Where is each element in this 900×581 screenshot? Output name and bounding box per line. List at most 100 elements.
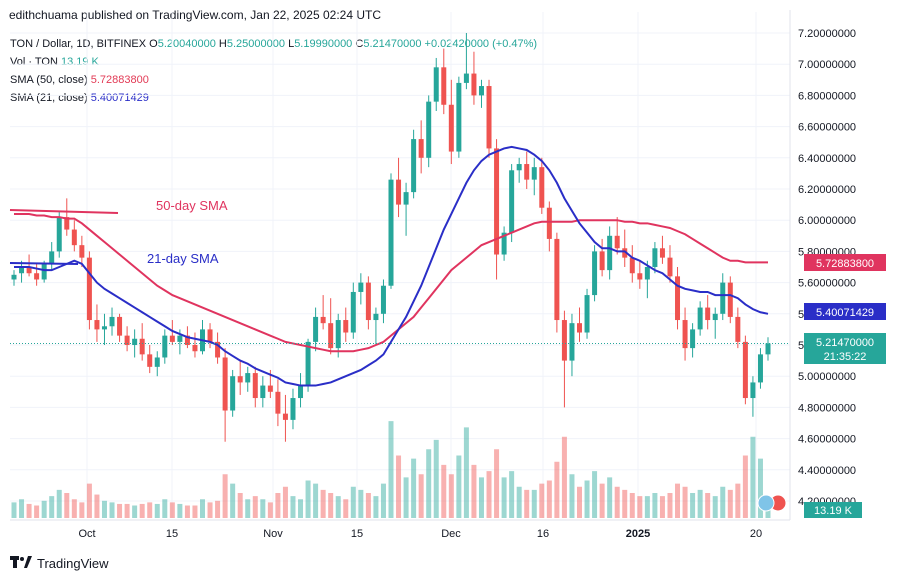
volume-bar	[139, 503, 145, 518]
candle-body	[750, 382, 756, 399]
price-axis-tick: 6.00000000	[798, 215, 856, 227]
volume-bar	[71, 499, 77, 518]
candle-body	[584, 295, 590, 333]
volume-bar	[554, 461, 560, 518]
candle-body	[509, 170, 515, 233]
legend-high: 5.25000000	[226, 38, 285, 50]
candle-body	[697, 307, 703, 330]
legend-close-label: C	[355, 38, 364, 50]
legend-symbol[interactable]: TON / Dollar, 1D, BITFINEX	[10, 38, 147, 50]
events-icon[interactable]	[757, 494, 787, 512]
candle-body	[222, 357, 228, 411]
candle-body	[109, 316, 115, 327]
volume-bar	[124, 503, 130, 518]
volume-bar	[524, 489, 530, 518]
candle-body	[34, 273, 40, 280]
legend-open-label: O	[149, 38, 158, 50]
volume-bar	[365, 493, 371, 518]
volume-bar	[531, 489, 537, 518]
candle-body	[577, 323, 582, 333]
volume-bar	[561, 436, 567, 518]
candle-body	[305, 341, 311, 386]
volume-bar	[682, 486, 688, 518]
candle-body	[147, 354, 153, 367]
sma50-annotation-line	[9, 209, 119, 214]
candle-body	[690, 329, 696, 349]
volume-bar	[426, 449, 432, 518]
volume-bar	[607, 477, 613, 518]
volume-bar	[305, 480, 311, 518]
volume-bar	[418, 474, 424, 518]
volume-bar	[742, 455, 748, 518]
candle-body	[335, 320, 341, 349]
candle-body	[139, 338, 145, 355]
volume-bar	[539, 483, 545, 518]
candle-body	[675, 276, 681, 321]
volume-bar	[162, 499, 168, 518]
candle-body	[531, 167, 537, 180]
legend-sma50-label[interactable]: SMA (50, close)	[10, 74, 88, 86]
candle-body	[524, 164, 530, 180]
volume-bar	[237, 493, 243, 518]
volume-bar	[637, 496, 643, 518]
candle-body	[765, 343, 771, 355]
candle-body	[154, 357, 160, 367]
volume-bar	[290, 496, 296, 518]
candle-body	[622, 248, 628, 258]
candle-body	[727, 282, 733, 317]
price-axis-tick: 4.40000000	[798, 465, 856, 477]
chart-grid	[10, 12, 790, 518]
legend-low: 5.19990000	[294, 38, 353, 50]
volume-bar	[41, 500, 47, 518]
time-axis-tick: 2025	[626, 528, 650, 540]
legend-volume: 13.19 K	[60, 56, 99, 68]
candle-body	[245, 373, 251, 383]
volume-bar	[320, 489, 326, 518]
sma50-badge-text: 5.72883800	[816, 258, 874, 270]
candle-body	[388, 179, 394, 286]
close-price-badge-text: 5.21470000	[816, 337, 874, 349]
sma21-badge-text: 5.40071429	[816, 307, 874, 319]
volume-bar	[222, 474, 228, 518]
candle-body	[592, 251, 598, 296]
volume-bar	[411, 458, 417, 518]
candle-body	[380, 285, 386, 314]
volume-bar	[735, 483, 741, 518]
legend-low-label: L	[288, 38, 295, 50]
volume-bar	[109, 502, 115, 518]
candle-body	[426, 101, 432, 158]
candle-body	[373, 313, 379, 321]
candle-body	[539, 167, 545, 208]
volume-bar	[230, 483, 236, 518]
candle-body	[328, 323, 334, 349]
candle-body	[298, 385, 304, 399]
volume-bar	[690, 493, 696, 518]
volume-bar	[252, 496, 258, 518]
candle-body	[614, 235, 620, 249]
tradingview-logo-icon[interactable]	[10, 555, 32, 571]
candle-body	[49, 251, 55, 264]
candle-body	[192, 345, 198, 352]
candle-body	[712, 313, 718, 321]
volume-bar	[622, 489, 628, 518]
candle-body	[260, 385, 266, 399]
volume-bar	[350, 486, 356, 518]
candle-body	[275, 391, 281, 414]
volume-bar	[207, 502, 213, 518]
volume-bar	[675, 483, 681, 518]
candle-body	[607, 235, 613, 271]
volume-bar	[79, 502, 85, 518]
volume-bar	[215, 500, 221, 518]
candle-body	[682, 320, 688, 349]
volume-bar	[705, 493, 711, 518]
volume-bar	[486, 471, 492, 518]
legend-volume-row: Vol · TON 13.19 K	[10, 53, 537, 71]
candle-body	[554, 238, 560, 321]
legend-ohlc-row: TON / Dollar, 1D, BITFINEX O5.20040000 H…	[10, 35, 537, 53]
volume-bar	[275, 493, 281, 518]
volume-bar	[614, 486, 620, 518]
candle-body	[501, 232, 507, 255]
legend-volume-label[interactable]: Vol · TON	[10, 56, 58, 68]
footer-brand[interactable]: TradingView	[37, 555, 109, 571]
